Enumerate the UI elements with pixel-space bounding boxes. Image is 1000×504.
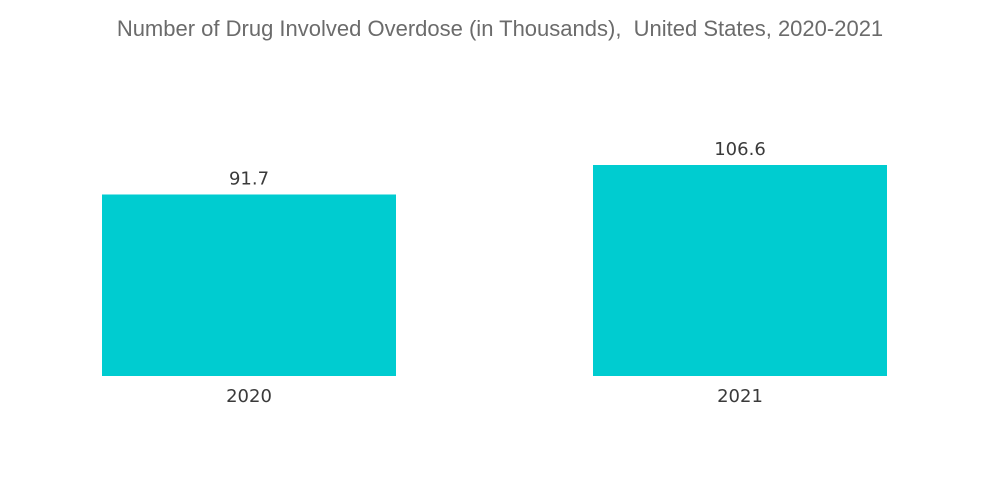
- value-label-2021: 106.6: [714, 139, 766, 160]
- x-tick-label-2021: 2021: [717, 386, 763, 407]
- x-tick-label-2020: 2020: [226, 386, 272, 407]
- bar-2020: [102, 194, 396, 376]
- chart-title: Number of Drug Involved Overdose (in Tho…: [116, 16, 884, 41]
- value-label-2020: 91.7: [229, 168, 269, 189]
- bar-2021: [593, 165, 887, 376]
